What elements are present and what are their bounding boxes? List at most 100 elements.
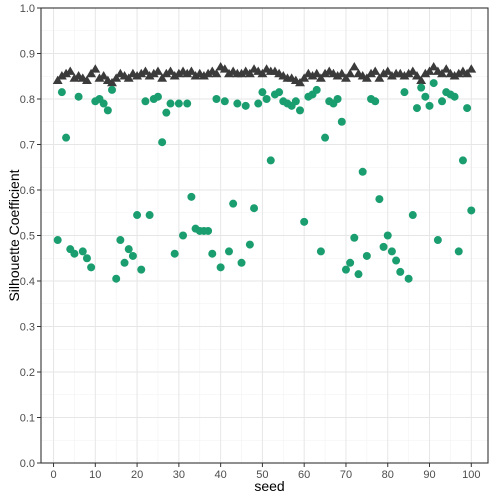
circle-point xyxy=(124,245,133,254)
triangle-point xyxy=(98,71,109,80)
triangle-point xyxy=(190,71,201,80)
triangle-point xyxy=(90,64,101,73)
triangle-point xyxy=(315,73,326,82)
circle-point xyxy=(133,211,142,220)
circle-point xyxy=(212,95,221,103)
circle-point xyxy=(128,251,137,260)
y-tick-label: 0.2 xyxy=(20,367,35,379)
triangle-point xyxy=(424,66,435,75)
circle-point xyxy=(467,206,476,215)
y-tick-label: 0.6 xyxy=(20,185,35,197)
circle-point xyxy=(433,236,442,245)
circle-point xyxy=(145,211,154,220)
triangle-point xyxy=(107,77,117,87)
x-tick-label: 10 xyxy=(89,469,101,481)
circle-point xyxy=(400,88,409,97)
circle-point xyxy=(183,99,192,108)
circle-point xyxy=(70,249,79,258)
triangle-point xyxy=(399,71,410,80)
triangle-point xyxy=(307,71,318,80)
triangle-point xyxy=(61,68,72,78)
triangle-point xyxy=(56,71,67,80)
triangle-point xyxy=(236,68,247,78)
triangle-point xyxy=(153,66,163,75)
triangle-point xyxy=(416,75,427,85)
circle-point xyxy=(208,249,217,258)
circle-point xyxy=(392,256,401,265)
circle-point xyxy=(341,265,350,274)
triangle-point xyxy=(299,73,310,82)
x-axis-title: seed xyxy=(254,478,284,494)
circle-point xyxy=(241,101,250,110)
circle-point xyxy=(187,192,196,201)
triangle-point xyxy=(211,68,222,78)
circle-point xyxy=(62,133,71,142)
circle-point xyxy=(137,265,146,274)
circle-point xyxy=(354,270,363,279)
triangle-point xyxy=(336,68,347,78)
triangle-point xyxy=(361,73,372,82)
x-tick-label: 0 xyxy=(50,469,56,481)
circle-point xyxy=(404,274,413,283)
triangle-point xyxy=(123,73,134,82)
circle-point xyxy=(179,231,188,240)
x-tick-label: 50 xyxy=(256,469,268,481)
circle-point xyxy=(237,258,246,267)
triangle-point xyxy=(224,68,234,78)
y-tick-label: 0.9 xyxy=(20,49,35,61)
circle-point xyxy=(454,247,463,256)
circle-point xyxy=(358,167,367,176)
triangle-point xyxy=(165,66,176,75)
triangle-point xyxy=(320,68,331,78)
circle-point xyxy=(321,133,330,142)
circle-point xyxy=(108,85,117,94)
circle-point xyxy=(300,217,309,226)
circle-point xyxy=(350,233,359,242)
triangle-series xyxy=(52,61,477,87)
circle-point xyxy=(162,108,171,117)
triangle-point xyxy=(140,66,151,75)
triangle-point xyxy=(466,64,477,73)
circle-point xyxy=(233,99,242,108)
triangle-point xyxy=(441,64,452,73)
circle-point xyxy=(141,97,150,106)
circle-point xyxy=(387,247,396,256)
circle-point xyxy=(245,240,254,249)
triangle-point xyxy=(244,68,255,78)
triangle-point xyxy=(169,71,180,80)
circle-point xyxy=(262,95,271,103)
triangle-point xyxy=(257,68,268,78)
triangle-point xyxy=(144,71,155,80)
triangle-point xyxy=(136,68,147,78)
circle-point xyxy=(99,99,108,108)
circle-point xyxy=(116,236,125,245)
circle-point xyxy=(250,204,259,213)
triangle-point xyxy=(69,73,80,82)
triangle-point xyxy=(420,68,431,78)
triangle-point xyxy=(186,66,197,75)
circle-point xyxy=(82,254,91,263)
x-tick-label: 90 xyxy=(423,469,435,481)
triangle-point xyxy=(132,71,143,80)
triangle-point xyxy=(437,68,447,78)
triangle-point xyxy=(94,73,105,82)
y-tick-label: 0.8 xyxy=(20,94,35,106)
circle-point xyxy=(275,88,284,97)
triangle-point xyxy=(219,64,230,73)
triangle-point xyxy=(428,61,439,71)
triangle-point xyxy=(148,68,159,78)
circle-point xyxy=(153,92,162,101)
x-tick-label: 40 xyxy=(215,469,227,481)
y-tick-label: 0.1 xyxy=(20,413,35,425)
circle-point xyxy=(458,156,467,165)
circle-point xyxy=(421,92,430,101)
circle-point xyxy=(78,247,87,256)
triangle-point xyxy=(82,75,92,85)
x-tick-label: 20 xyxy=(131,469,143,481)
circle-point xyxy=(429,79,438,88)
circle-point xyxy=(371,97,380,106)
circle-point xyxy=(379,242,388,251)
circle-point xyxy=(74,92,83,101)
circle-point xyxy=(438,97,447,106)
triangle-point xyxy=(462,68,473,78)
